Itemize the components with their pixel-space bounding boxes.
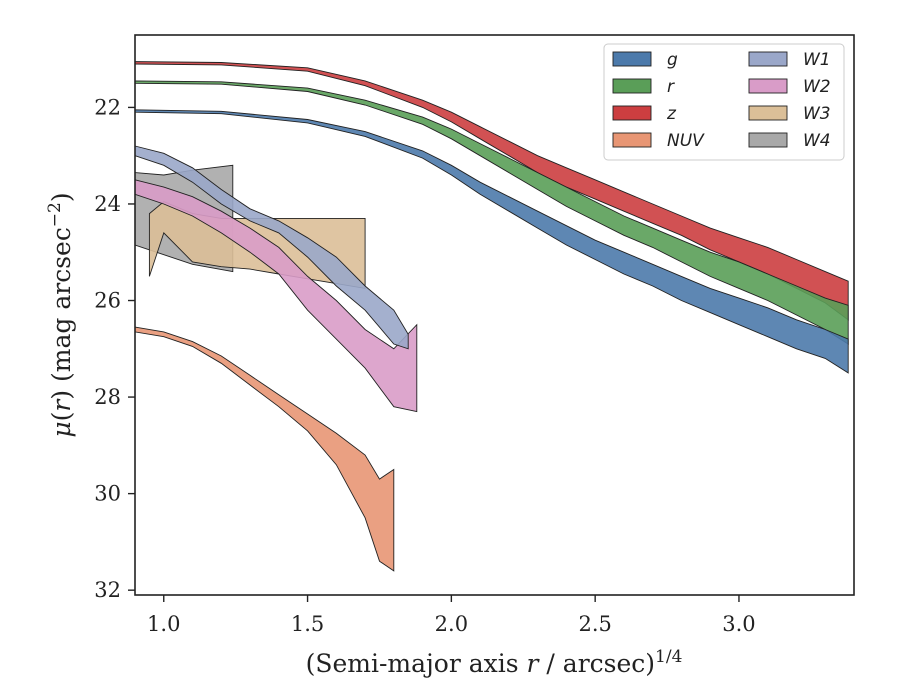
y-axis-label: μ(r) (mag arcsec−2) [45, 192, 76, 437]
legend-label-w4: W4 [803, 131, 831, 151]
legend-label-z: z [666, 104, 677, 124]
legend-swatch-w4 [748, 132, 788, 148]
plot-frame [134, 34, 855, 596]
x-tick-label: 1.5 [291, 612, 324, 636]
y-tick-label: 28 [94, 385, 121, 409]
x-axis: 1.0 1.5 2.0 2.5 3.0 [147, 595, 756, 636]
band-g [134, 109, 849, 374]
y-tick-label: 24 [94, 192, 121, 216]
x-tick-label: 1.0 [147, 612, 180, 636]
legend-label-r: r [667, 77, 675, 97]
legend-label-w3: W3 [803, 104, 831, 124]
x-tick-label: 2.5 [578, 612, 611, 636]
band-w1 [134, 145, 409, 350]
legend-label-nuv: NUV [667, 131, 705, 151]
legend-swatch-z [612, 105, 652, 121]
legend-label-g: g [667, 50, 678, 70]
legend-swatch-w3 [748, 105, 788, 121]
legend-label-w1: W1 [803, 50, 831, 70]
x-tick-label: 2.0 [435, 612, 468, 636]
legend-swatch-w1 [748, 51, 788, 67]
y-tick-label: 22 [94, 95, 121, 119]
legend-swatch-r [612, 78, 652, 94]
legend-swatch-w2 [748, 78, 788, 94]
x-tick-label: 3.0 [722, 612, 755, 636]
y-axis: 22 24 26 28 30 32 [94, 95, 135, 602]
x-axis-label: (Semi-major axis r / arcsec)1/4 [306, 647, 683, 678]
y-tick-label: 32 [94, 578, 121, 602]
bands-layer [134, 61, 849, 572]
legend: grz NUV W1 W2 W3 W4 [603, 43, 845, 161]
band-w2 [134, 179, 418, 413]
y-tick-label: 30 [94, 482, 121, 506]
band-nuv [134, 326, 395, 572]
legend-box [603, 43, 845, 161]
legend-label-w2: W2 [803, 77, 831, 97]
legend-swatch-g [612, 51, 652, 67]
legend-swatch-nuv [612, 132, 652, 148]
y-tick-label: 26 [94, 289, 121, 313]
